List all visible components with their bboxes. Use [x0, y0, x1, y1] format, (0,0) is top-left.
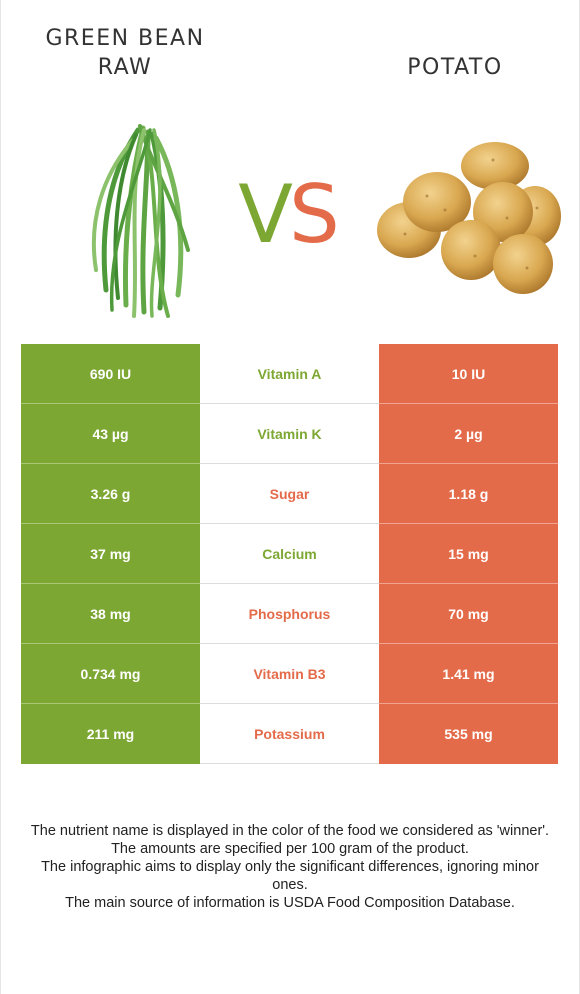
right-value: 2 µg [379, 404, 558, 464]
left-value: 690 IU [21, 344, 200, 404]
nutrient-name: Sugar [200, 464, 379, 524]
left-value: 43 µg [21, 404, 200, 464]
right-food-title: Potato [407, 55, 503, 80]
nutrient-row: 0.734 mg Vitamin B3 1.41 mg [21, 644, 558, 704]
left-food-title-line1: Green bean [45, 26, 205, 51]
nutrient-row: 37 mg Calcium 15 mg [21, 524, 558, 584]
left-food-title: Green bean raw [20, 24, 230, 82]
nutrient-name: Vitamin K [200, 404, 379, 464]
right-value: 15 mg [379, 524, 558, 584]
vs-s: S [288, 168, 340, 261]
right-value: 1.41 mg [379, 644, 558, 704]
nutrient-row: 690 IU Vitamin A 10 IU [21, 344, 558, 404]
right-value: 535 mg [379, 704, 558, 764]
potato-icon [377, 142, 561, 294]
nutrient-name: Vitamin B3 [200, 644, 379, 704]
nutrient-name: Calcium [200, 524, 379, 584]
nutrient-row: 38 mg Phosphorus 70 mg [21, 584, 558, 644]
nutrient-name: Vitamin A [200, 344, 379, 404]
footnotes: The nutrient name is displayed in the co… [30, 822, 550, 912]
left-value: 38 mg [21, 584, 200, 644]
footnote-line: The infographic aims to display only the… [41, 859, 539, 893]
right-value: 10 IU [379, 344, 558, 404]
footnote-line: The nutrient name is displayed in the co… [30, 823, 550, 839]
left-value: 3.26 g [21, 464, 200, 524]
nutrient-row: 3.26 g Sugar 1.18 g [21, 464, 558, 524]
nutrient-row: 211 mg Potassium 535 mg [21, 704, 558, 764]
green-beans-icon [91, 124, 190, 318]
left-value: 37 mg [21, 524, 200, 584]
vs-v: V [238, 168, 293, 261]
left-value: 0.734 mg [21, 644, 200, 704]
footnote-line: The main source of information is USDA F… [65, 895, 515, 911]
left-food-title-line2: raw [97, 55, 153, 80]
right-value: 70 mg [379, 584, 558, 644]
footnote-line: The amounts are specified per 100 gram o… [111, 841, 469, 857]
nutrient-name: Potassium [200, 704, 379, 764]
right-value: 1.18 g [379, 464, 558, 524]
vs-label: VS [222, 170, 352, 260]
left-value: 211 mg [21, 704, 200, 764]
nutrient-name: Phosphorus [200, 584, 379, 644]
